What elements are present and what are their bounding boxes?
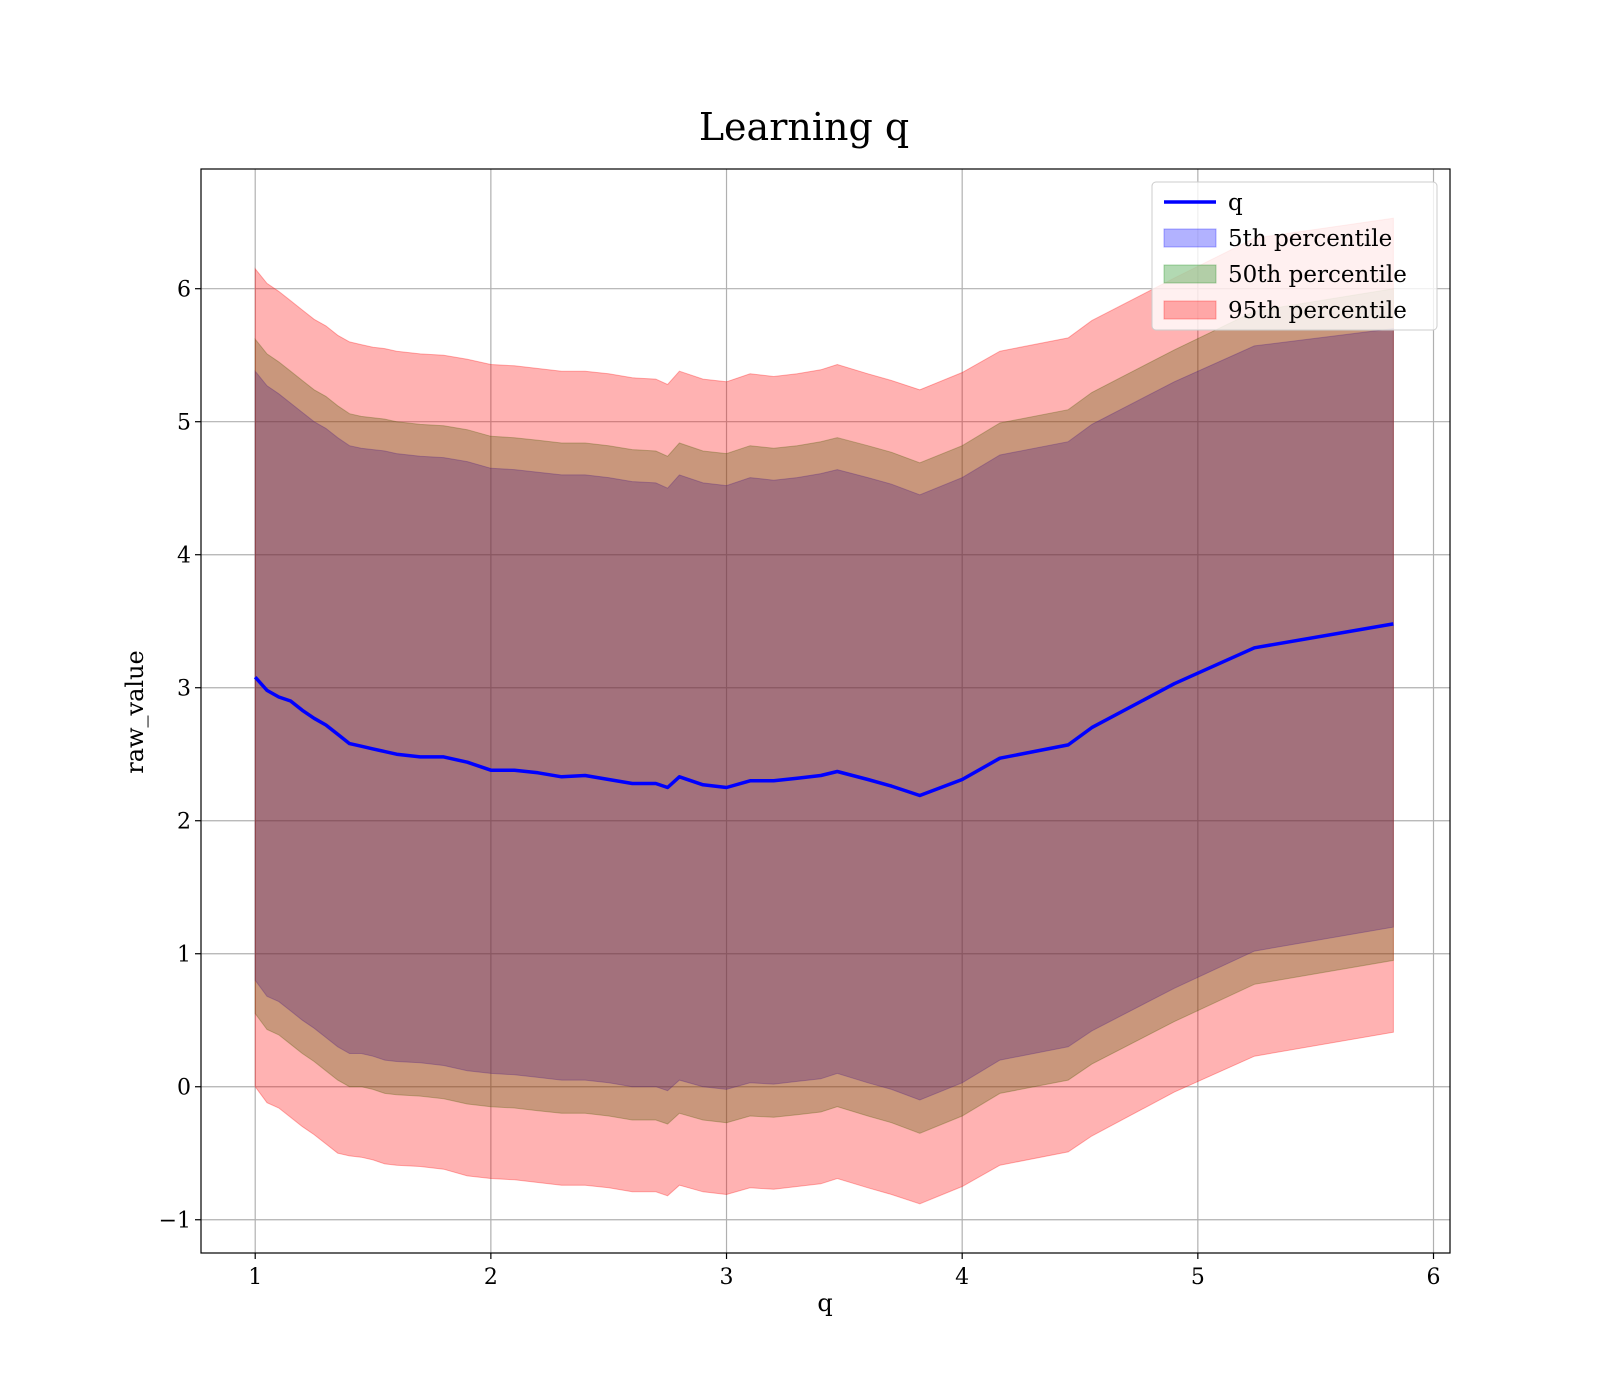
- y-axis: −1 0 1 2 3 4 5 6: [159, 278, 201, 1234]
- y-tick-label: 4: [177, 544, 191, 569]
- band-95th: [254, 217, 1394, 1205]
- x-tick-label: 4: [955, 1265, 969, 1290]
- legend-label: 50th percentile: [1228, 262, 1407, 288]
- y-tick-label: 5: [177, 411, 191, 436]
- x-tick-label: 6: [1427, 1265, 1441, 1290]
- x-axis: 1 2 3 4 5 6: [248, 1253, 1441, 1290]
- y-tick-label: 0: [177, 1076, 191, 1101]
- x-tick-label: 1: [248, 1265, 262, 1290]
- y-tick-label: −1: [159, 1209, 191, 1234]
- legend-label: 5th percentile: [1228, 226, 1392, 252]
- median-lines: [253, 622, 1394, 798]
- band-50th: [254, 288, 1394, 1134]
- legend-swatch: [1163, 264, 1217, 284]
- chart-title: Learning q: [699, 105, 909, 149]
- legend-label: 95th percentile: [1228, 298, 1407, 324]
- x-axis-label: q: [817, 1289, 832, 1317]
- q-median-line: [253, 622, 1394, 798]
- y-tick-label: 2: [177, 810, 191, 835]
- grid: [201, 169, 1450, 1253]
- x-tick-label: 2: [484, 1265, 498, 1290]
- legend: q 5th percentile 50th percentile 95th perce…: [1151, 181, 1438, 331]
- x-tick-label: 5: [1191, 1265, 1205, 1290]
- y-tick-label: 6: [177, 278, 191, 303]
- plot-frame: [200, 168, 1451, 1254]
- legend-box: [1151, 181, 1438, 331]
- percentile-bands: [254, 217, 1394, 1205]
- legend-swatch: [1163, 300, 1217, 320]
- y-tick-label: 1: [177, 943, 191, 968]
- y-tick-label: 3: [177, 677, 191, 702]
- y-axis-label: raw_value: [121, 650, 149, 774]
- band-5th: [254, 328, 1394, 1101]
- x-tick-label: 3: [720, 1265, 734, 1290]
- legend-swatch: [1163, 228, 1217, 248]
- legend-label: q: [1228, 190, 1243, 216]
